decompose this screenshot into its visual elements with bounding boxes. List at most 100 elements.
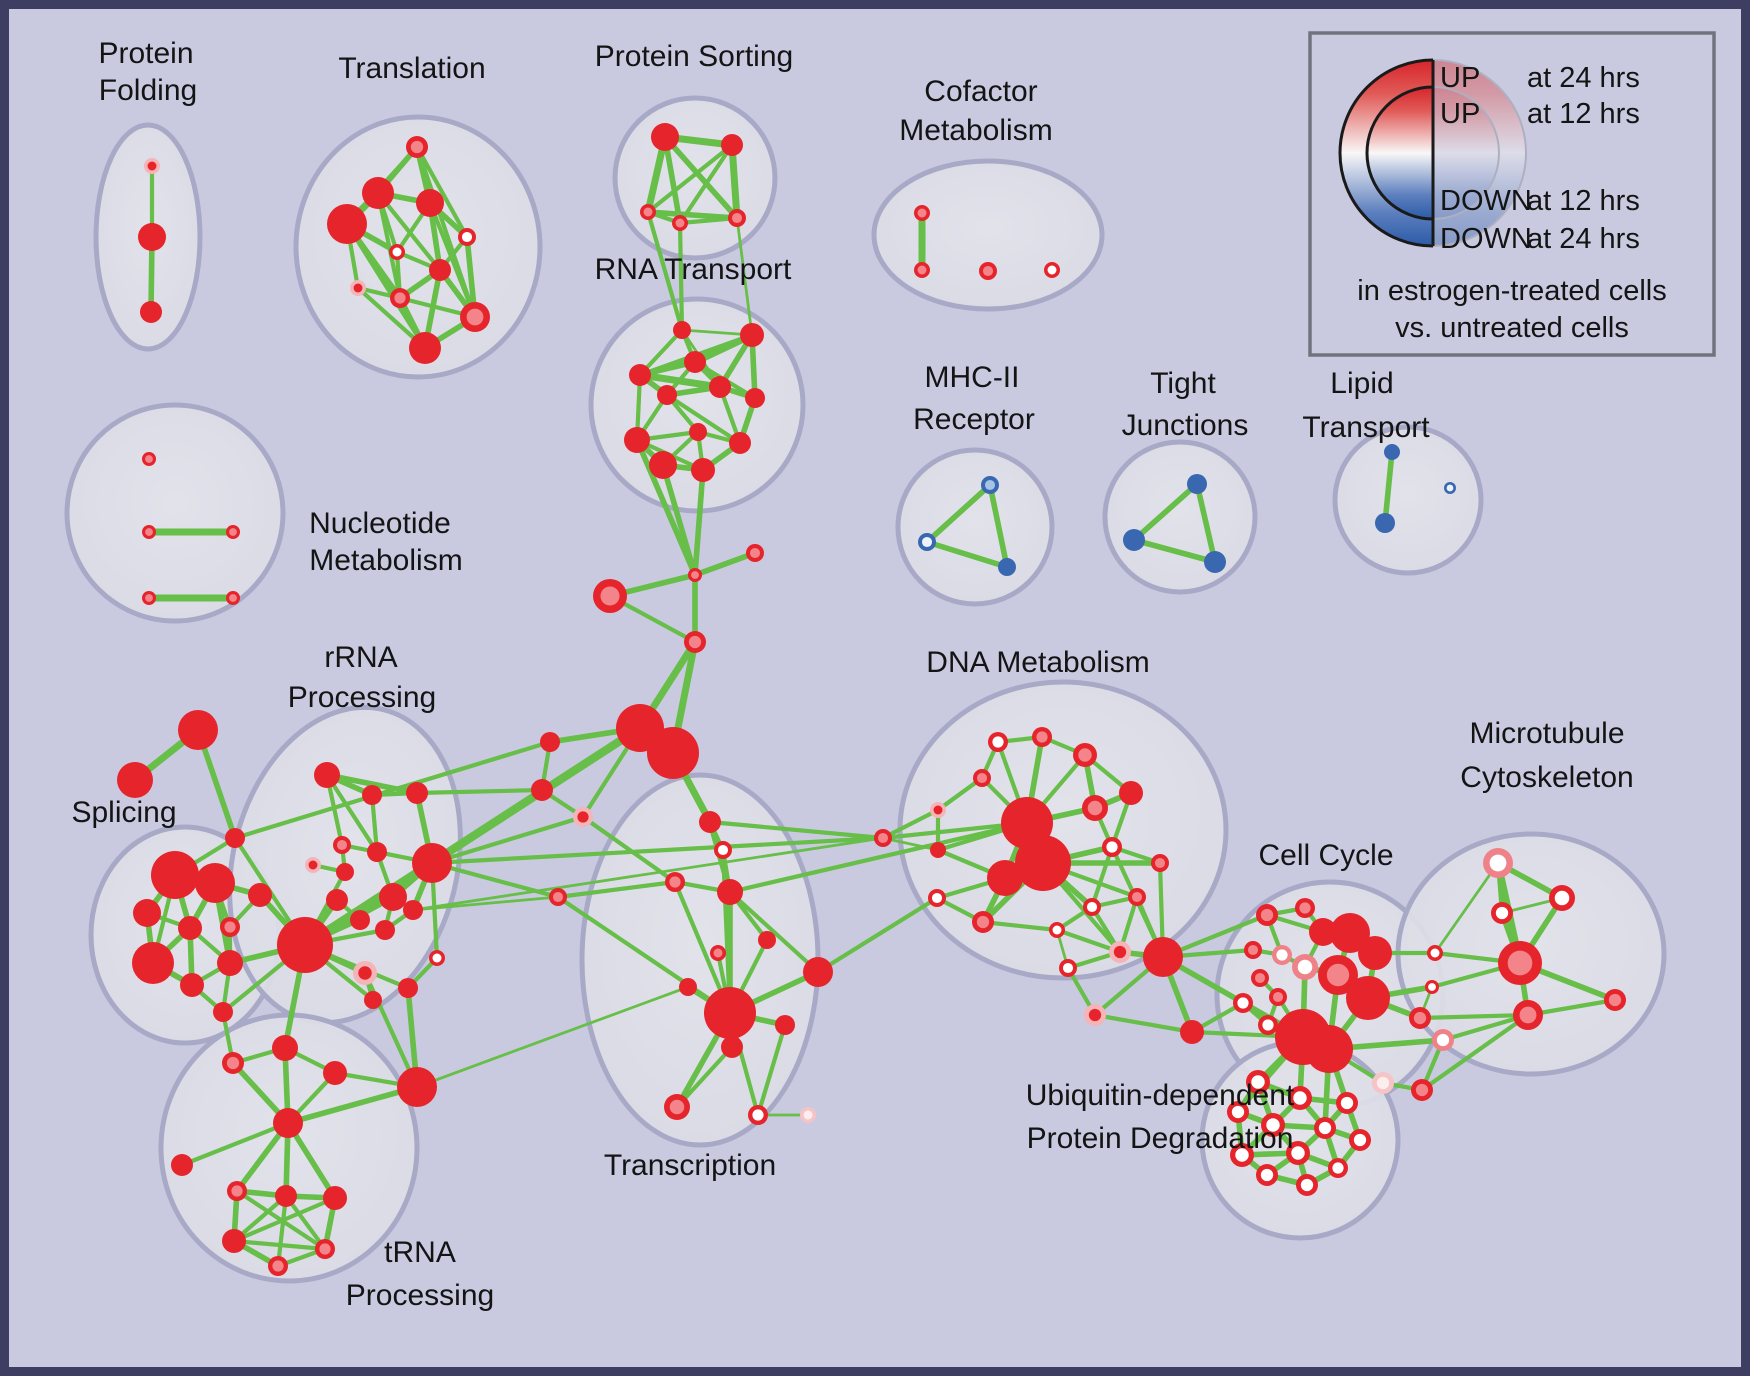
node-core-m1 [984,479,996,491]
node-sx2 [117,762,153,798]
node-core-m2 [921,536,933,548]
node-tn1 [222,1052,244,1074]
edge-tr1-dmp [707,819,886,841]
edge-m1-m2 [924,482,993,545]
edge-ps1-ps5 [662,134,740,221]
node-mt2 [1549,885,1575,911]
edge-tb2-tb6 [275,1193,289,1269]
edge-l1-l2 [1382,449,1395,526]
node-tb5 [315,1239,335,1259]
node-mt3 [1491,902,1513,924]
cluster-label-12: Junctions [1122,409,1249,442]
node-ccb [1143,937,1183,977]
node-r7 [745,388,765,408]
node-m3 [998,558,1016,576]
node-d15 [1049,922,1065,938]
node-ring-d11 [987,860,1023,896]
node-tb2 [275,1185,297,1207]
node-core-d14 [976,915,990,929]
node-core-cg14 [1262,1019,1274,1031]
node-core-d12 [1106,841,1118,853]
node-ring-tr9 [704,987,756,1039]
node-ring-cg10 [1346,976,1390,1020]
node-ring-rr18 [248,883,272,907]
node-core-ps5 [731,212,743,224]
node-ring-rr2 [362,785,382,805]
node-ring-cg3 [1309,918,1337,946]
edge-tb3-tb4 [231,1195,338,1244]
node-cg14 [1258,1015,1278,1035]
node-ring-tn6 [171,1154,193,1176]
node-ring-d7 [1119,781,1143,805]
node-ring-tn4 [397,1067,437,1107]
node-core-t10 [466,308,484,326]
node-cr4 [1432,1029,1454,1051]
node-c1 [914,205,930,221]
edge-tn4-tr7 [415,985,690,1089]
legend-time-up24: at 24 hrs [1527,62,1640,94]
node-ring-sp8 [217,950,243,976]
node-ring-tn5 [273,1108,303,1138]
node-ps2 [721,134,743,156]
edge-ps2-ps5 [728,141,741,222]
node-pf1 [144,158,160,174]
edge-ps4-r1 [677,220,685,333]
edge-ps3-r1 [645,209,685,333]
edge-cpw-tr3 [555,879,678,900]
node-r8 [689,423,707,441]
node-ring-tb2 [275,1185,297,1207]
cluster-label-16: Processing [288,681,436,714]
node-tr13 [748,1105,768,1125]
node-rr6 [305,857,321,873]
nodes-layer [117,123,1626,1276]
node-u4 [1227,1101,1249,1123]
node-ring-rr9 [379,883,407,911]
edge-d15-d17 [1054,927,1123,955]
node-tj2 [1123,529,1145,551]
edge-cp-rr8 [429,814,586,866]
node-ring-pf3 [140,301,162,323]
node-c3 [979,262,997,280]
node-core-pf1 [147,161,157,171]
edge-rr1-rr3 [324,772,420,796]
node-ring-rr17 [364,991,382,1009]
edge-r11-cj [660,462,698,578]
node-core-d18 [1062,962,1074,974]
node-core-u11 [1260,1168,1274,1182]
node-core-rr6 [308,860,318,870]
node-ch2 [1305,1025,1353,1073]
node-mt4 [1427,945,1443,961]
node-ring-sp7 [180,973,204,997]
node-core-u12 [1300,1178,1314,1192]
node-core-mt3 [1495,906,1509,920]
legend-time-down12: at 12 hrs [1527,185,1640,217]
node-ring-sx2 [117,762,153,798]
node-n2 [142,525,156,539]
node-ring-rr1 [314,762,340,788]
node-core-tr13 [752,1109,764,1121]
node-core-tb1 [231,1185,243,1197]
cluster-label-24: Cytoskeleton [1460,761,1633,794]
node-ring-r11 [649,451,677,479]
node-ring-t4 [416,189,444,217]
node-core-c3 [982,265,994,277]
node-mt1 [1483,848,1513,878]
node-tn3 [323,1061,347,1085]
node-d18 [1059,959,1077,977]
cluster-label-14: Transport [1302,411,1430,444]
node-core-c1 [917,208,927,218]
cluster-label-5: Cofactor [924,75,1037,108]
node-ring-r7 [745,388,765,408]
node-core-tr6 [713,948,723,958]
node-ring-ccb [1143,937,1183,977]
node-cc1 [746,544,764,562]
edge-d12-d16 [1089,844,1115,910]
node-sp6 [132,942,174,984]
node-core-cg8 [1297,959,1313,975]
node-ring-ps1 [651,123,679,151]
node-core-u5 [1266,1118,1280,1132]
edge-ps5-r2 [735,216,754,337]
node-ring-tr10 [775,1015,795,1035]
node-cg10 [1346,976,1390,1020]
